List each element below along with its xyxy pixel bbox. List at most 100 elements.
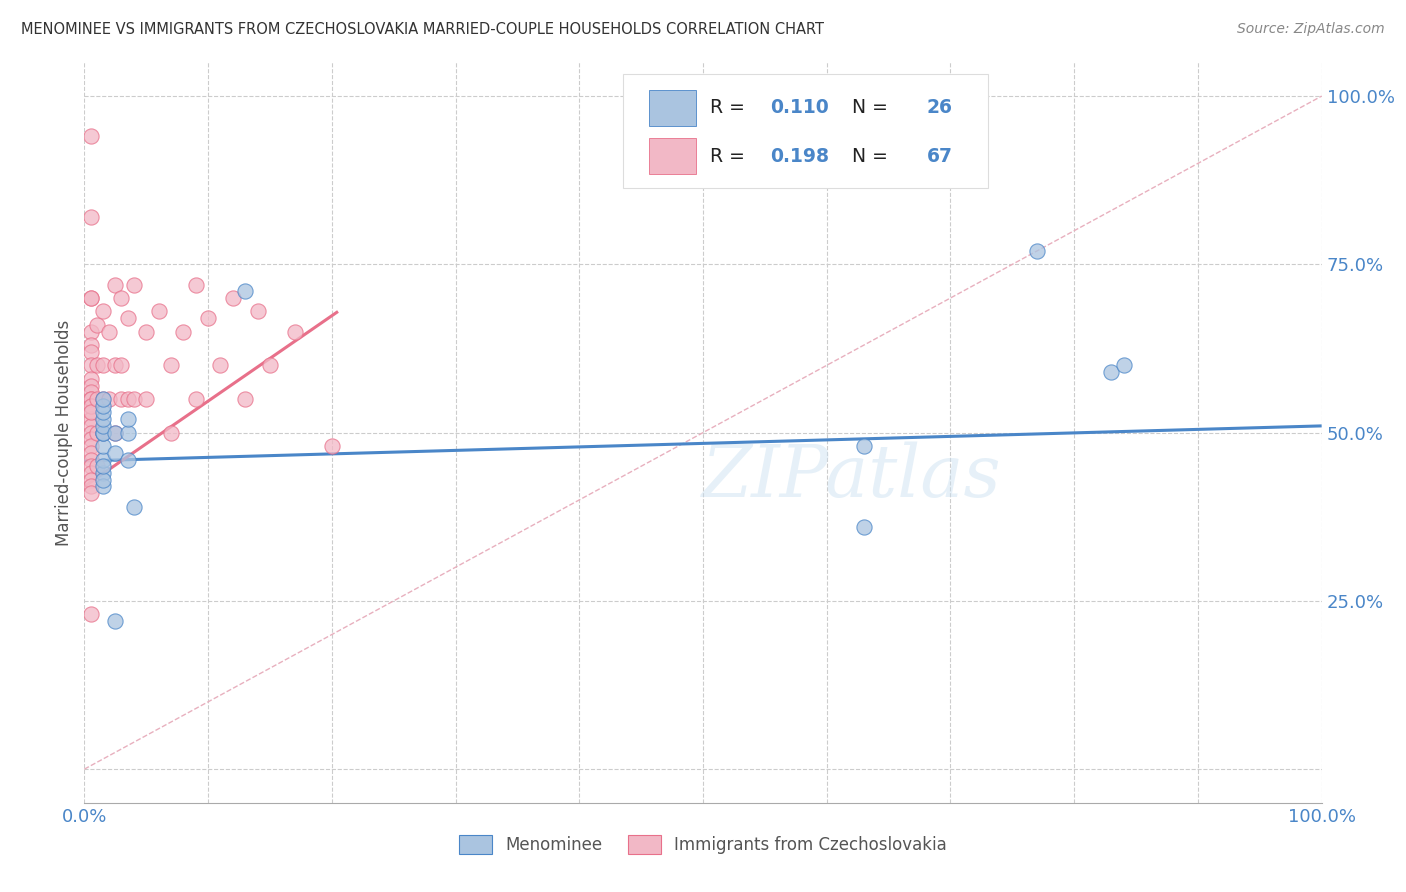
Point bbox=[79, 359, 101, 373]
Point bbox=[104, 277, 127, 292]
Point bbox=[259, 359, 281, 373]
Point bbox=[91, 418, 114, 433]
Point bbox=[86, 392, 108, 406]
Point bbox=[135, 392, 157, 406]
Point bbox=[852, 520, 875, 534]
Point bbox=[233, 392, 256, 406]
FancyBboxPatch shape bbox=[648, 90, 696, 126]
Point bbox=[172, 325, 194, 339]
Point bbox=[79, 399, 101, 413]
Point bbox=[284, 325, 307, 339]
Point bbox=[184, 277, 207, 292]
Point bbox=[122, 277, 145, 292]
Point bbox=[79, 405, 101, 419]
Point bbox=[86, 459, 108, 474]
Point bbox=[104, 614, 127, 628]
Point bbox=[79, 291, 101, 305]
Point bbox=[122, 392, 145, 406]
Point bbox=[104, 425, 127, 440]
Point bbox=[79, 325, 101, 339]
FancyBboxPatch shape bbox=[623, 73, 987, 188]
Point bbox=[160, 359, 183, 373]
Point bbox=[104, 359, 127, 373]
Point bbox=[122, 500, 145, 514]
Point bbox=[79, 385, 101, 400]
Point bbox=[79, 392, 101, 406]
Text: N =: N = bbox=[841, 146, 894, 166]
Point bbox=[117, 311, 139, 326]
Point bbox=[79, 466, 101, 480]
Point bbox=[117, 392, 139, 406]
Point bbox=[79, 129, 101, 144]
Point bbox=[1099, 365, 1122, 379]
Text: N =: N = bbox=[841, 98, 894, 117]
Point bbox=[79, 399, 101, 413]
Point bbox=[79, 479, 101, 493]
FancyBboxPatch shape bbox=[648, 138, 696, 174]
Text: Source: ZipAtlas.com: Source: ZipAtlas.com bbox=[1237, 22, 1385, 37]
Point bbox=[91, 466, 114, 480]
Point bbox=[91, 304, 114, 318]
Point bbox=[117, 425, 139, 440]
Point bbox=[91, 425, 114, 440]
Point bbox=[91, 452, 114, 467]
Text: ZIPatlas: ZIPatlas bbox=[702, 442, 1001, 512]
Point bbox=[1026, 244, 1049, 258]
Point bbox=[91, 479, 114, 493]
Text: R =: R = bbox=[710, 146, 751, 166]
Point bbox=[233, 285, 256, 299]
Point bbox=[79, 452, 101, 467]
Point bbox=[91, 425, 114, 440]
Point bbox=[91, 359, 114, 373]
Point bbox=[110, 359, 132, 373]
Point bbox=[91, 459, 114, 474]
Text: 67: 67 bbox=[927, 146, 953, 166]
Point bbox=[79, 291, 101, 305]
Point bbox=[184, 392, 207, 406]
Point bbox=[79, 486, 101, 500]
Point bbox=[117, 412, 139, 426]
Point bbox=[79, 378, 101, 392]
Text: 0.110: 0.110 bbox=[770, 98, 828, 117]
Point bbox=[852, 439, 875, 453]
Point bbox=[91, 425, 114, 440]
Legend: Menominee, Immigrants from Czechoslovakia: Menominee, Immigrants from Czechoslovaki… bbox=[453, 829, 953, 861]
Point bbox=[79, 439, 101, 453]
Point bbox=[91, 412, 114, 426]
Text: 26: 26 bbox=[927, 98, 953, 117]
Point bbox=[79, 446, 101, 460]
Point bbox=[91, 473, 114, 487]
Point bbox=[79, 473, 101, 487]
Point bbox=[160, 425, 183, 440]
Point bbox=[79, 418, 101, 433]
Point bbox=[79, 338, 101, 352]
Point bbox=[110, 291, 132, 305]
Point bbox=[79, 433, 101, 447]
Text: R =: R = bbox=[710, 98, 751, 117]
Point bbox=[79, 412, 101, 426]
Point bbox=[91, 392, 114, 406]
Point bbox=[79, 459, 101, 474]
Point bbox=[135, 325, 157, 339]
Point bbox=[104, 446, 127, 460]
Point bbox=[104, 425, 127, 440]
Point bbox=[91, 405, 114, 419]
Point bbox=[91, 399, 114, 413]
Point bbox=[222, 291, 245, 305]
Y-axis label: Married-couple Households: Married-couple Households bbox=[55, 319, 73, 546]
Text: 0.198: 0.198 bbox=[770, 146, 828, 166]
Point bbox=[91, 439, 114, 453]
Point bbox=[79, 607, 101, 622]
Point bbox=[197, 311, 219, 326]
Point bbox=[110, 392, 132, 406]
Point bbox=[79, 425, 101, 440]
Point bbox=[246, 304, 269, 318]
Point bbox=[79, 372, 101, 386]
Point bbox=[148, 304, 170, 318]
Point bbox=[86, 425, 108, 440]
Point bbox=[98, 392, 121, 406]
Point bbox=[86, 359, 108, 373]
Point bbox=[79, 392, 101, 406]
Point bbox=[209, 359, 232, 373]
Text: MENOMINEE VS IMMIGRANTS FROM CZECHOSLOVAKIA MARRIED-COUPLE HOUSEHOLDS CORRELATIO: MENOMINEE VS IMMIGRANTS FROM CZECHOSLOVA… bbox=[21, 22, 824, 37]
